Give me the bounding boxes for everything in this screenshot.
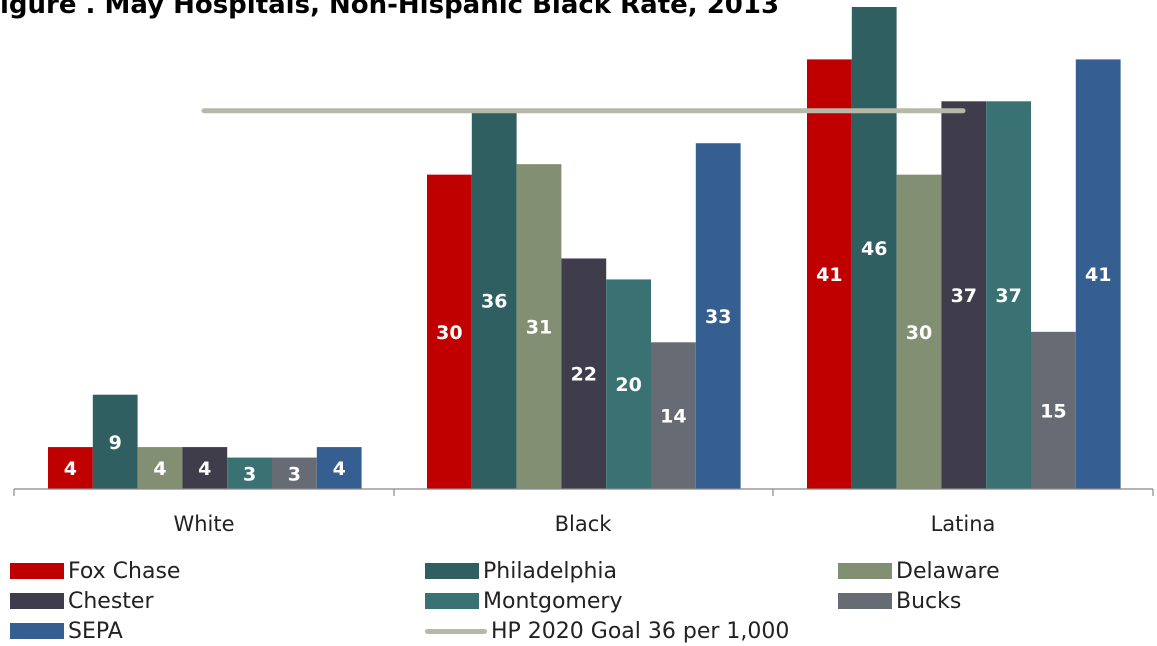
legend-swatch <box>425 563 479 579</box>
data-label: 41 <box>816 264 842 286</box>
bar-latina-delaware <box>896 174 942 490</box>
legend-swatch <box>425 628 487 634</box>
data-label: 3 <box>288 463 301 485</box>
legend-label: Montgomery <box>483 588 623 614</box>
data-label: 41 <box>1085 264 1111 286</box>
data-label: 36 <box>481 290 507 312</box>
legend-swatch <box>425 593 479 609</box>
legend-item-hp-2020-goal-36-per-1-000: HP 2020 Goal 36 per 1,000 <box>425 616 789 646</box>
bar-white-montgomery <box>227 457 272 489</box>
data-label: 4 <box>198 458 211 480</box>
bar-white-chester <box>182 447 228 489</box>
bar-latina-chester <box>941 101 987 489</box>
bar-white-fox-chase <box>48 447 93 489</box>
legend-label: Fox Chase <box>68 558 181 584</box>
bar-black-philadelphia <box>471 111 517 490</box>
data-label: 20 <box>615 374 641 396</box>
bar-white-delaware <box>137 447 183 489</box>
data-label: 31 <box>526 317 552 339</box>
legend-label: Bucks <box>896 588 962 614</box>
bar-white-bucks <box>272 457 317 489</box>
legend-swatch <box>838 563 892 579</box>
data-label: 37 <box>951 285 977 307</box>
legend-item-chester: Chester <box>10 586 154 616</box>
legend-label: SEPA <box>68 618 123 644</box>
legend-label: Philadelphia <box>483 558 618 584</box>
bar-latina-sepa <box>1075 59 1121 490</box>
bar-white-sepa <box>316 447 362 489</box>
data-label: 37 <box>995 285 1021 307</box>
data-label: 15 <box>1040 400 1066 422</box>
legend-swatch <box>838 593 892 609</box>
bar-black-delaware <box>516 164 562 489</box>
bar-black-fox-chase <box>427 174 472 490</box>
legend-item-philadelphia: Philadelphia <box>425 556 617 586</box>
data-label: 9 <box>109 432 122 454</box>
category-label-white: White <box>173 512 234 536</box>
bar-latina-montgomery <box>986 101 1031 489</box>
legend-swatch <box>10 563 64 579</box>
legend-item-bucks: Bucks <box>838 586 961 616</box>
data-label: 33 <box>705 306 731 328</box>
legend-swatch <box>10 593 64 609</box>
bar-latina-fox-chase <box>807 59 852 490</box>
bar-black-chester <box>561 258 607 489</box>
legend-item-sepa: SEPA <box>10 616 123 646</box>
bar-latina-philadelphia <box>851 7 897 489</box>
data-label: 30 <box>906 322 932 344</box>
legend-item-fox-chase: Fox Chase <box>10 556 180 586</box>
legend-item-delaware: Delaware <box>838 556 1000 586</box>
data-label: 46 <box>861 238 887 260</box>
bar-white-philadelphia <box>92 394 138 489</box>
data-label: 14 <box>660 406 686 428</box>
data-label: 4 <box>333 458 346 480</box>
legend-label: Chester <box>68 588 154 614</box>
bar-black-sepa <box>695 143 741 489</box>
category-label-latina: Latina <box>931 512 996 536</box>
bar-latina-bucks <box>1031 331 1076 489</box>
x-axis: White Black Latina <box>13 488 1154 536</box>
data-label: 3 <box>243 463 256 485</box>
legend-item-montgomery: Montgomery <box>425 586 622 616</box>
data-label: 22 <box>571 364 597 386</box>
legend-label: Delaware <box>896 558 1000 584</box>
bar-black-montgomery <box>606 279 651 489</box>
bar-black-bucks <box>651 342 696 489</box>
legend-label: HP 2020 Goal 36 per 1,000 <box>491 618 790 644</box>
data-label: 4 <box>153 458 166 480</box>
data-label: 4 <box>64 458 77 480</box>
category-label-black: Black <box>555 512 613 536</box>
chart-title: igure . May Hospitals, Non-Hispanic Blac… <box>0 0 780 20</box>
data-label: 30 <box>436 322 462 344</box>
bars-group <box>48 7 1121 490</box>
legend-swatch <box>10 623 64 639</box>
